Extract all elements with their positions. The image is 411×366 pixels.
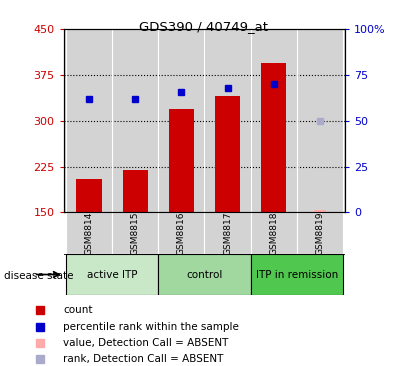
Bar	[314, 210, 326, 212]
Text: GSM8819: GSM8819	[315, 212, 324, 255]
Text: GSM8818: GSM8818	[269, 212, 278, 255]
Bar	[215, 96, 240, 212]
Text: active ITP: active ITP	[87, 269, 137, 280]
Bar	[158, 212, 205, 254]
Bar	[205, 212, 251, 254]
Text: GSM8817: GSM8817	[223, 212, 232, 255]
Bar	[251, 212, 297, 254]
Text: GDS390 / 40749_at: GDS390 / 40749_at	[139, 20, 268, 33]
Bar	[297, 212, 343, 254]
Text: rank, Detection Call = ABSENT: rank, Detection Call = ABSENT	[63, 354, 224, 364]
Text: GSM8814: GSM8814	[85, 212, 94, 255]
Text: disease state: disease state	[4, 271, 74, 281]
Text: percentile rank within the sample: percentile rank within the sample	[63, 322, 239, 332]
Bar	[112, 212, 158, 254]
Text: count: count	[63, 306, 93, 315]
Bar	[66, 212, 112, 254]
Bar	[261, 63, 286, 212]
Text: value, Detection Call = ABSENT: value, Detection Call = ABSENT	[63, 338, 229, 348]
Bar	[169, 109, 194, 212]
Bar	[122, 169, 148, 212]
Text: GSM8816: GSM8816	[177, 212, 186, 255]
Text: control: control	[186, 269, 223, 280]
Text: GSM8815: GSM8815	[131, 212, 140, 255]
Bar	[76, 179, 102, 212]
Bar	[251, 254, 343, 295]
Bar	[66, 254, 158, 295]
Text: ITP in remission: ITP in remission	[256, 269, 338, 280]
Bar	[158, 254, 251, 295]
